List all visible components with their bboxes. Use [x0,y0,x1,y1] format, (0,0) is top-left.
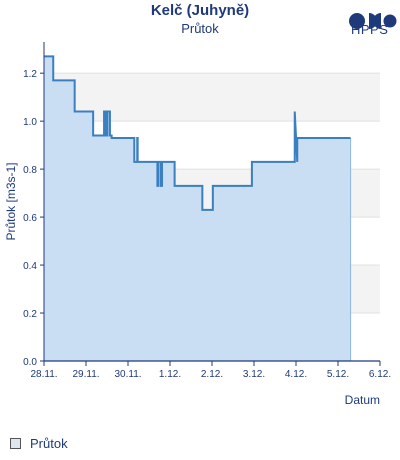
y-tick-label: 1.0 [23,117,37,128]
logo-text: HPPS [351,22,389,37]
legend-label: Průtok [30,436,68,451]
x-tick-label: 4.12. [285,369,307,380]
x-tick-label: 28.11. [30,369,57,380]
series-line [44,55,351,211]
y-tick-label: 0.4 [23,261,37,272]
grid-band [44,73,380,122]
x-axis-title: Datum [345,393,380,407]
x-tick-label: 3.12. [243,369,265,380]
flow-chart: 0.0 0.2 0.4 0.6 0.8 1.0 1.2 28.11. 29.11. 30.11. 1… [4,42,391,407]
hpps-logo-icon [349,13,397,29]
x-tick-label: 5.12. [327,369,349,380]
x-tick-label: 6.12. [369,369,391,380]
legend[interactable]: Průtok [10,436,68,451]
y-tick-label: 0.0 [23,357,37,368]
legend-swatch [10,438,21,449]
chart-subtitle: Průtok [181,21,219,36]
series-area [44,56,351,361]
x-tick-label: 30.11. [114,369,141,380]
y-tick-label: 0.8 [23,165,37,176]
x-tick-label: 1.12. [159,369,181,380]
y-tick-label: 1.2 [23,69,37,80]
y-axis-title: Průtok [m3s-1] [4,162,18,240]
x-tick-label: 29.11. [72,369,99,380]
chart-title: Kelč (Juhyně) [150,2,250,19]
y-tick-label: 0.2 [23,309,37,320]
y-tick-label: 0.6 [23,213,37,224]
x-tick-label: 2.12. [201,369,223,380]
